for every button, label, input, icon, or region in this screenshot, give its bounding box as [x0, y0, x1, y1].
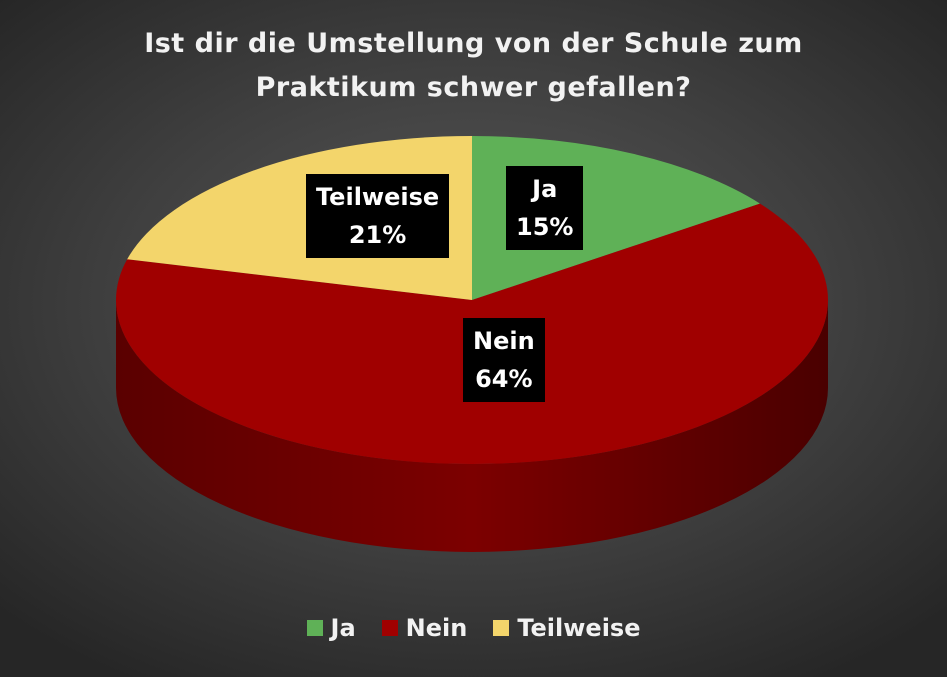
- data-label-teilweise: Teilweise 21%: [306, 174, 450, 258]
- data-label-ja: Ja 15%: [506, 166, 584, 250]
- data-label-nein: Nein 64%: [463, 318, 545, 402]
- legend-swatch-teilweise: [493, 620, 510, 636]
- legend-item-nein: Nein: [381, 614, 468, 642]
- data-label-teilweise-name: Teilweise: [316, 183, 440, 211]
- legend-swatch-ja: [306, 620, 323, 636]
- data-label-ja-value: 15%: [516, 213, 574, 241]
- legend-label-nein: Nein: [405, 614, 468, 642]
- pie-side: [116, 300, 828, 552]
- data-label-nein-value: 64%: [475, 365, 533, 393]
- legend-item-ja: Ja: [306, 614, 356, 642]
- chart-title-line-2: Praktikum schwer gefallen?: [255, 72, 692, 103]
- chart-title: Ist dir die Umstellung von der Schule zu…: [0, 22, 947, 110]
- data-label-teilweise-value: 21%: [348, 221, 407, 249]
- data-label-nein-name: Nein: [473, 327, 535, 355]
- legend-swatch-nein: [381, 620, 398, 636]
- legend-item-teilweise: Teilweise: [493, 614, 640, 642]
- legend-label-ja: Ja: [330, 614, 356, 642]
- data-label-ja-name: Ja: [532, 175, 558, 203]
- pie-side-wall: [116, 300, 828, 552]
- chart-title-line-1: Ist dir die Umstellung von der Schule zu…: [144, 28, 803, 59]
- legend-label-teilweise: Teilweise: [517, 614, 641, 642]
- legend: Ja Nein Teilweise: [0, 614, 947, 642]
- pie-top: [115, 136, 828, 465]
